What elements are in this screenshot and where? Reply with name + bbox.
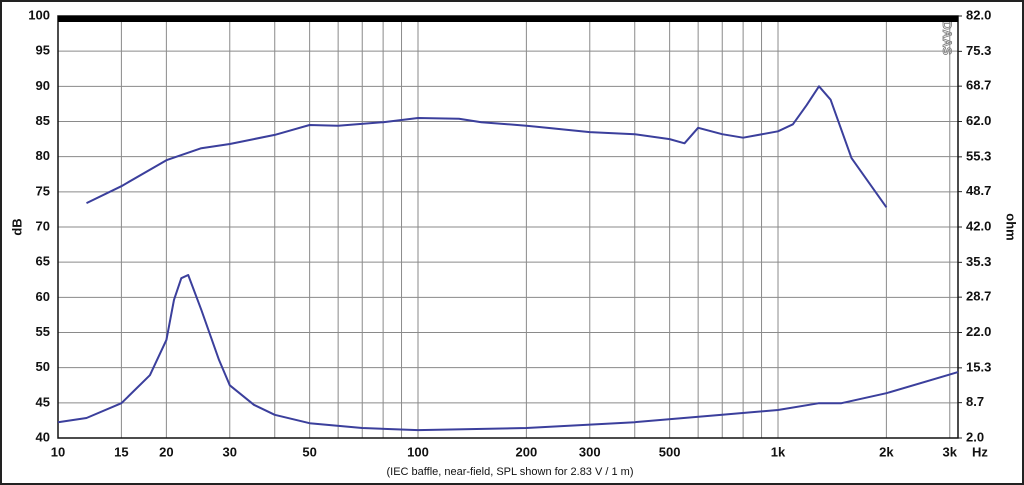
y2-tick-label: 75.3 [966,43,991,58]
y2-tick-label: 68.7 [966,78,991,93]
x-tick-label: 50 [302,444,316,459]
x-tick-label: 3k [943,444,958,459]
y2-tick-label: 42.0 [966,218,991,233]
y2-tick-label: 48.7 [966,183,991,198]
y-tick-label: 50 [36,359,50,374]
x-tick-label: 15 [114,444,128,459]
x-tick-label: 20 [159,444,173,459]
y-tick-label: 65 [36,254,50,269]
y2-tick-label: 82.0 [966,7,991,22]
x-tick-label: 200 [516,444,538,459]
x-tick-label: 1k [771,444,786,459]
y2-tick-label: 22.0 [966,324,991,339]
x-tick-label: 10 [51,444,65,459]
y2-tick-label: 28.7 [966,289,991,304]
x-tick-label: 100 [407,444,429,459]
y-tick-label: 75 [36,183,50,198]
y-tick-label: 70 [36,218,50,233]
y-tick-label: 40 [36,429,50,444]
y2-tick-label: 35.3 [966,254,991,269]
x-axis-label: Hz [972,444,988,459]
note: (IEC baffle, near-field, SPL shown for 2… [386,466,633,478]
series-line [86,85,888,208]
y2-tick-label: 2.0 [966,429,984,444]
y-tick-label: 80 [36,148,50,163]
y-tick-label: 90 [36,78,50,93]
y2-tick-label: 62.0 [966,113,991,128]
top-bar [58,16,958,22]
y-axis-label: dB [9,218,24,235]
series-line [57,274,959,432]
y-tick-label: 100 [28,7,50,22]
y-tick-label: 45 [36,394,50,409]
y-tick-label: 60 [36,289,50,304]
y2-tick-label: 8.7 [966,394,984,409]
watermark: DAAS [940,21,954,55]
y2-axis-label: ohm [1004,213,1019,240]
x-tick-label: 300 [579,444,601,459]
y-tick-label: 85 [36,113,50,128]
y2-tick-label: 55.3 [966,148,991,163]
y2-tick-label: 15.3 [966,359,991,374]
x-tick-label: 30 [223,444,237,459]
y-tick-label: 95 [36,43,50,58]
x-tick-label: 500 [659,444,681,459]
y-tick-label: 55 [36,324,50,339]
x-tick-label: 2k [879,444,894,459]
